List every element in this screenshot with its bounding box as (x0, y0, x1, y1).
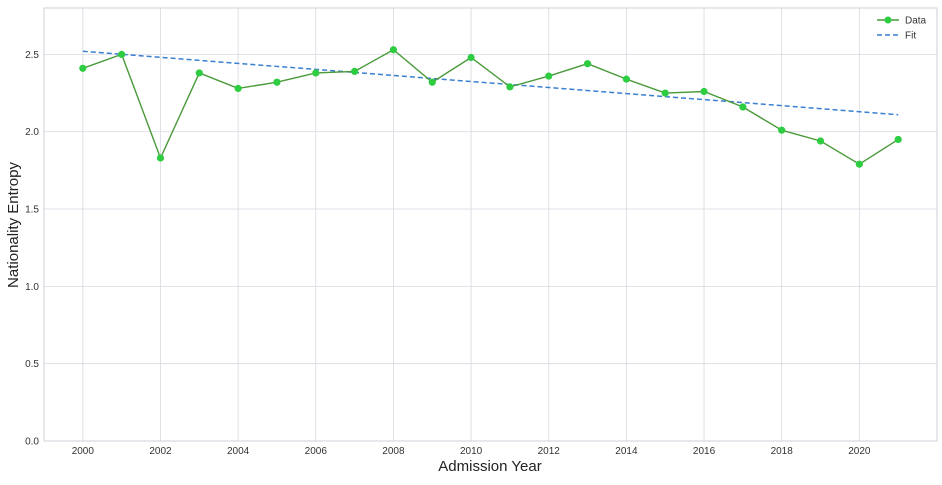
x-tick-label: 2006 (305, 446, 328, 457)
y-tick-label: 2.5 (25, 50, 39, 61)
x-axis-ticks: 2000 2002 2004 2006 2008 2010 2012 2014 2016 2018… (72, 446, 871, 457)
data-point (118, 50, 126, 58)
x-axis-label: Admission Year (438, 458, 541, 475)
x-tick-label: 2002 (149, 446, 172, 457)
data-point (195, 69, 203, 77)
x-tick-label: 2012 (538, 446, 561, 457)
data-point (273, 78, 281, 86)
x-tick-label: 2014 (615, 446, 638, 457)
data-series (79, 46, 902, 168)
data-line (82, 48, 899, 166)
plot-area-frame (43, 7, 938, 442)
x-tick-label: 2018 (771, 446, 794, 457)
legend-data-label: Data (905, 16, 927, 27)
y-tick-label: 1.5 (25, 205, 39, 216)
y-tick-label: 1.0 (25, 282, 39, 293)
data-point (545, 72, 553, 80)
y-tick-label: 2.0 (25, 127, 39, 138)
x-tick-label: 2016 (693, 446, 716, 457)
fit-line (82, 50, 899, 116)
data-point (855, 160, 863, 168)
data-point (739, 103, 747, 111)
data-point (79, 64, 87, 72)
y-tick-label: 0.5 (25, 359, 39, 370)
data-point (506, 83, 514, 91)
x-tick-label: 2008 (382, 446, 405, 457)
data-point (234, 84, 242, 93)
data-point (351, 67, 359, 76)
data-point (661, 89, 669, 97)
x-tick-label: 2020 (848, 446, 871, 457)
data-point (312, 69, 320, 77)
legend: Data Fit (877, 16, 927, 42)
y-tick-label: 0.0 (25, 437, 39, 448)
x-tick-label: 2004 (227, 446, 250, 457)
y-axis-ticks: 0.0 0.5 1.0 1.5 2.0 2.5 (25, 50, 39, 448)
legend-fit-label: Fit (905, 31, 916, 42)
data-point (389, 46, 398, 54)
legend-data-marker (884, 16, 892, 24)
data-point (778, 126, 786, 134)
fit-series (82, 50, 899, 116)
x-tick-label: 2000 (72, 446, 95, 457)
data-point (428, 78, 436, 86)
data-point (467, 53, 475, 62)
data-point (156, 154, 165, 162)
data-point (700, 87, 708, 96)
x-tick-label: 2010 (460, 446, 483, 457)
data-point (894, 135, 902, 144)
data-point (583, 60, 592, 68)
data-point (622, 75, 630, 83)
data-point (816, 137, 825, 145)
y-axis-label: Nationality Entropy (5, 162, 22, 288)
